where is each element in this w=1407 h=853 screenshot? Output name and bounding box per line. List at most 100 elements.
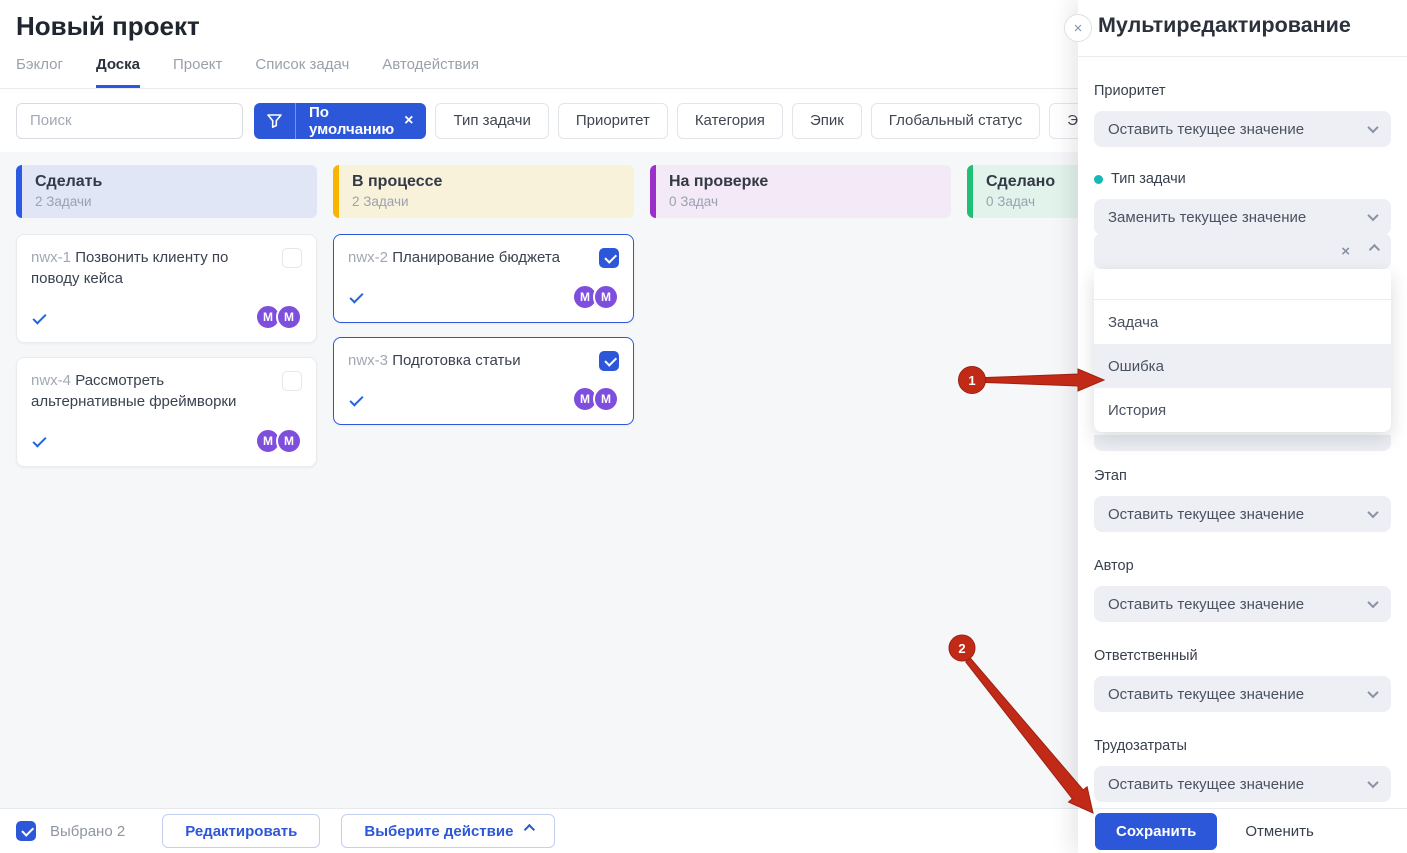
dropdown-option-bug[interactable]: Ошибка xyxy=(1094,344,1391,388)
kanban-board: Сделать 2 Задачи nwx-1 Позвонить клиенту… xyxy=(0,152,1078,808)
page-title: Новый проект xyxy=(16,11,200,41)
card-id: nwx-3 xyxy=(348,351,389,369)
column-done: Сделано 0 Задач xyxy=(967,165,1078,795)
tab-bar: Бэклог Доска Проект Список задач Автодей… xyxy=(16,56,479,88)
tab-task-list[interactable]: Список задач xyxy=(255,56,350,73)
filter-chip-task-type[interactable]: Тип задачи xyxy=(435,102,549,139)
stage-select[interactable]: Оставить текущее значение xyxy=(1094,496,1391,532)
card-id: nwx-4 xyxy=(31,372,72,390)
chevron-down-icon xyxy=(1367,209,1379,222)
column-count: 0 Задач xyxy=(986,194,1036,209)
dropdown-option-task[interactable]: Задача xyxy=(1108,313,1159,331)
column-count: 2 Задачи xyxy=(35,194,92,209)
type-dot-icon xyxy=(1094,174,1103,184)
effort-value: Оставить текущее значение xyxy=(1108,775,1305,793)
chevron-up-icon xyxy=(524,823,536,836)
multi-edit-panel: × Мультиредактирование Приоритет Оставит… xyxy=(1064,0,1407,853)
effort-select[interactable]: Оставить текущее значение xyxy=(1094,766,1391,802)
column-accent-bar xyxy=(16,165,22,218)
priority-label: Приоритет xyxy=(1094,83,1166,99)
panel-header: × Мультиредактирование xyxy=(1064,0,1407,57)
dropdown-option-empty[interactable] xyxy=(1094,269,1391,299)
chevron-down-icon xyxy=(1367,121,1379,134)
board-page: Новый проект Бэклог Доска Проект Список … xyxy=(0,0,1078,853)
task-card-nwx-1[interactable]: nwx-1 Позвонить клиенту по поводу кейса … xyxy=(16,234,317,344)
card-id: nwx-1 xyxy=(31,249,72,266)
task-type-dropdown: Задача Ошибка История xyxy=(1094,269,1391,432)
preset-filter-button[interactable]: По умолчанию × xyxy=(254,102,427,139)
column-title: Сделать xyxy=(35,173,103,190)
column-header: На проверке 0 Задач xyxy=(650,165,951,218)
assignee-label: Ответственный xyxy=(1094,648,1198,664)
avatar[interactable]: M xyxy=(276,427,302,454)
choose-action-button[interactable]: Выберите действие xyxy=(341,814,556,848)
filter-chip-global-status[interactable]: Глобальный статус xyxy=(870,102,1041,139)
task-type-value-select[interactable]: × xyxy=(1094,233,1391,269)
clear-select-icon[interactable]: × xyxy=(1341,242,1350,260)
choose-action-label: Выберите действие xyxy=(364,822,514,840)
column-title: Сделано xyxy=(986,173,1056,190)
select-all-checkbox[interactable] xyxy=(16,821,36,841)
funnel-icon[interactable] xyxy=(254,102,296,139)
task-card-nwx-2[interactable]: nwx-2 Планирование бюджета M M xyxy=(333,234,634,323)
avatar[interactable]: M xyxy=(276,304,302,331)
column-accent-bar xyxy=(333,165,339,218)
search-input[interactable] xyxy=(16,102,243,139)
task-card-nwx-3[interactable]: nwx-3 Подготовка статьи M M xyxy=(333,336,634,426)
dropdown-option-story[interactable]: История xyxy=(1108,401,1167,419)
stage-value: Оставить текущее значение xyxy=(1108,505,1305,523)
author-select[interactable]: Оставить текущее значение xyxy=(1094,586,1391,622)
column-in-progress: В процессе 2 Задачи nwx-2 Планирование б… xyxy=(333,165,634,795)
filter-bar: По умолчанию × Тип задачи Приоритет Кате… xyxy=(0,89,1078,152)
chevron-down-icon xyxy=(1367,686,1379,699)
card-title: Подготовка статьи xyxy=(392,351,521,369)
page-header: Новый проект Бэклог Доска Проект Список … xyxy=(0,0,1078,89)
tab-automations[interactable]: Автодействия xyxy=(382,56,479,73)
avatar[interactable]: M xyxy=(593,283,619,310)
card-select-checkbox[interactable] xyxy=(282,371,302,392)
card-select-checkbox[interactable] xyxy=(282,248,302,268)
cancel-button[interactable]: Отменить xyxy=(1245,822,1314,840)
selected-count-label: Выбрано 2 xyxy=(50,822,126,840)
avatar[interactable]: M xyxy=(572,283,598,310)
task-card-nwx-4[interactable]: nwx-4 Рассмотреть альтернативные фреймво… xyxy=(16,357,317,467)
preset-filter-label: По умолчанию xyxy=(309,103,395,138)
chevron-down-icon xyxy=(1367,596,1379,609)
card-select-checkbox[interactable] xyxy=(599,248,619,268)
done-check-icon xyxy=(349,289,364,304)
priority-select[interactable]: Оставить текущее значение xyxy=(1094,111,1391,147)
column-header: Сделано 0 Задач xyxy=(967,165,1078,218)
column-count: 0 Задач xyxy=(669,194,719,209)
tab-backlog[interactable]: Бэклог xyxy=(16,56,63,73)
column-accent-bar xyxy=(967,165,973,218)
assignee-value: Оставить текущее значение xyxy=(1108,685,1305,703)
assignee-select[interactable]: Оставить текущее значение xyxy=(1094,676,1391,712)
avatar[interactable]: M xyxy=(593,386,619,413)
card-select-checkbox[interactable] xyxy=(599,350,619,371)
tab-board[interactable]: Доска xyxy=(95,56,140,88)
stage-label: Этап xyxy=(1094,468,1127,484)
filter-chip-category[interactable]: Категория xyxy=(676,102,783,139)
filter-chip-epic[interactable]: Эпик xyxy=(791,102,862,139)
chevron-up-icon xyxy=(1368,243,1381,256)
task-type-label-text: Тип задачи xyxy=(1111,171,1186,187)
dropdown-divider xyxy=(1094,299,1391,300)
task-type-mode-select[interactable]: Заменить текущее значение xyxy=(1094,199,1391,235)
tab-project[interactable]: Проект xyxy=(173,56,223,73)
done-check-icon xyxy=(32,433,47,448)
card-title: Планирование бюджета xyxy=(392,249,560,266)
column-header: Сделать 2 Задачи xyxy=(16,165,317,218)
save-button[interactable]: Сохранить xyxy=(1095,812,1218,850)
close-icon[interactable]: × xyxy=(1064,14,1092,42)
clear-filter-icon[interactable]: × xyxy=(404,111,414,129)
author-value: Оставить текущее значение xyxy=(1108,595,1305,613)
task-type-label: Тип задачи xyxy=(1094,171,1391,187)
card-id: nwx-2 xyxy=(348,249,389,266)
done-check-icon xyxy=(349,392,364,407)
filter-chip-priority[interactable]: Приоритет xyxy=(557,102,668,139)
task-type-mode-value: Заменить текущее значение xyxy=(1108,208,1307,226)
priority-value: Оставить текущее значение xyxy=(1108,120,1305,138)
column-accent-bar xyxy=(650,165,656,218)
filter-chip-stage[interactable]: Этап xyxy=(1049,102,1078,139)
edit-button[interactable]: Редактировать xyxy=(162,814,321,848)
